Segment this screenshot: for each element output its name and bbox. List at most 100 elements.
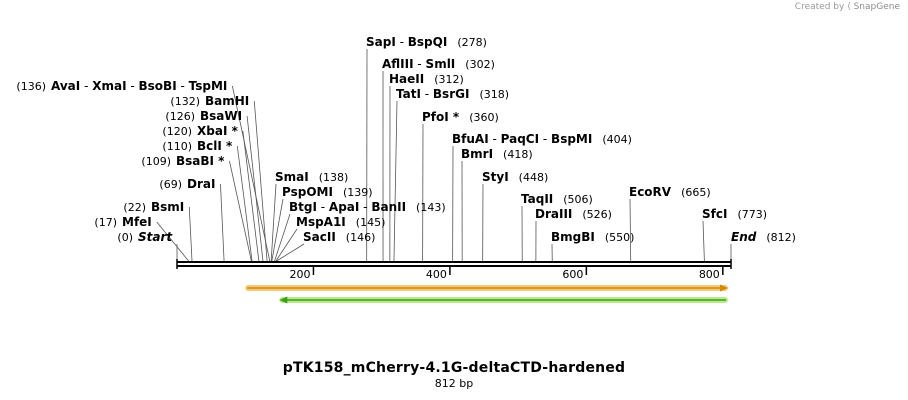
site-ecorv[interactable]: EcoRV (665) [629, 185, 711, 199]
enzyme-name: TaqII [521, 192, 553, 206]
enzyme-separator: - [414, 57, 426, 71]
enzyme-name: SfcI [702, 207, 727, 221]
site-bfuai[interactable]: BfuAI - PaqCI - BspMI (404) [452, 132, 632, 146]
site-enzyme-label: BtgI - ApaI - BanII [289, 200, 406, 214]
site-haeii[interactable]: HaeII (312) [389, 72, 464, 86]
enzyme-name: PspOMI [282, 185, 333, 199]
site-bamhi[interactable]: BamHI (132) [170, 94, 249, 108]
site-draiii[interactable]: DraIII (526) [535, 207, 612, 221]
site-sapi[interactable]: SapI - BspQI (278) [366, 35, 487, 49]
enzyme-name: BmgBI [551, 230, 595, 244]
dna-backbone [176, 259, 732, 269]
site-drai[interactable]: DraI (69) [159, 177, 215, 191]
enzyme-name: ApaI [329, 200, 359, 214]
site-position-label: (550) [605, 231, 635, 244]
enzyme-name: SacII [303, 230, 336, 244]
site-enzyme-label: SapI - BspQI [366, 35, 447, 49]
enzyme-name: BsrGI [433, 87, 470, 101]
enzyme-name: DraIII [535, 207, 572, 221]
enzyme-separator: - [127, 79, 139, 93]
enzyme-name: HaeII [389, 72, 424, 86]
enzyme-name: BamHI [205, 94, 249, 108]
site-sacii[interactable]: SacII (146) [303, 230, 375, 244]
enzyme-separator: - [539, 132, 551, 146]
site-end[interactable]: End (812) [731, 230, 796, 244]
leader-line-site-drai [220, 183, 225, 262]
site-tati[interactable]: TatI - BsrGI (318) [396, 87, 509, 101]
ruler-label-800: 800 [699, 268, 720, 281]
site-position-label: (138) [319, 171, 349, 184]
site-enzyme-label: MspA1I [296, 215, 346, 229]
leader-line-site-mspa1i [275, 228, 298, 262]
site-position-label: (132) [170, 95, 200, 108]
site-mfei[interactable]: MfeI (17) [94, 215, 151, 229]
site-bcli[interactable]: BclI * (110) [162, 139, 233, 153]
site-position-label: (404) [602, 133, 632, 146]
site-bmri[interactable]: BmrI (418) [461, 147, 533, 161]
site-position-label: (773) [737, 208, 767, 221]
plasmid-length: 812 bp [434, 377, 474, 390]
site-enzyme-label: PfoI * [422, 110, 460, 124]
site-leader-lines [156, 48, 732, 262]
site-position-label: (526) [582, 208, 612, 221]
snapgene-watermark: Created by ⟨ SnapGene [795, 2, 900, 12]
enzyme-name: BmrI [461, 147, 493, 161]
enzyme-name: End [731, 230, 757, 244]
enzyme-name: MspA1I [296, 215, 346, 229]
leader-line-site-bamhi [253, 100, 268, 262]
site-position-label: (143) [416, 201, 446, 214]
site-bsmi[interactable]: BsmI (22) [123, 200, 184, 214]
site-position-label: (302) [465, 58, 495, 71]
site-start[interactable]: Start (0) [117, 230, 173, 244]
enzyme-name: TatI [396, 87, 421, 101]
watermark-brand: SnapGene [853, 2, 900, 12]
site-pspomi[interactable]: PspOMI (139) [282, 185, 373, 199]
leader-line-site-bcli [236, 145, 253, 262]
site-smai[interactable]: SmaI (138) [275, 170, 348, 184]
ruler-label-600: 600 [562, 268, 583, 281]
site-bsabi[interactable]: BsaBI * (109) [141, 154, 225, 168]
site-bsawi[interactable]: BsaWI (126) [165, 109, 242, 123]
site-position-label: (109) [141, 155, 171, 168]
enzyme-name: AvaI [51, 79, 80, 93]
site-enzyme-label: BsaWI [200, 109, 242, 123]
enzyme-name: SmlI [426, 57, 456, 71]
site-enzyme-label: DraIII [535, 207, 572, 221]
leader-line-site-xbai [242, 130, 260, 262]
snapgene-logo-icon: ⟨ [847, 2, 851, 12]
site-enzyme-label: BsmI [151, 200, 184, 214]
enzyme-name: StyI [482, 170, 509, 184]
site-sfci[interactable]: SfcI (773) [702, 207, 767, 221]
site-position-label: (126) [165, 110, 195, 123]
site-position-label: (120) [162, 125, 192, 138]
site-position-label: (318) [479, 88, 509, 101]
site-position-label: (665) [681, 186, 711, 199]
site-pfoi[interactable]: PfoI * (360) [422, 110, 499, 124]
site-position-label: (418) [503, 148, 533, 161]
site-enzyme-label: HaeII [389, 72, 424, 86]
site-position-label: (17) [94, 216, 117, 229]
enzyme-name: BsoBI [139, 79, 177, 93]
enzyme-name: SapI [366, 35, 396, 49]
site-mspa1i[interactable]: MspA1I (145) [296, 215, 385, 229]
enzyme-separator: - [177, 79, 189, 93]
bp-ruler: 200 400 600 800 [289, 266, 724, 281]
leader-line-site-pspomi [271, 198, 284, 262]
site-taqii[interactable]: TaqII (506) [521, 192, 593, 206]
site-enzyme-label: SmaI [275, 170, 309, 184]
site-bmgbi[interactable]: BmgBI (550) [551, 230, 634, 244]
site-enzyme-label: SacII [303, 230, 336, 244]
site-position-label: (448) [519, 171, 549, 184]
site-btgi[interactable]: BtgI - ApaI - BanII (143) [289, 200, 446, 214]
leader-line-site-ecorv [629, 198, 632, 262]
site-enzyme-label: XbaI * [197, 124, 239, 138]
enzyme-name: BspMI [551, 132, 592, 146]
site-styi[interactable]: StyI (448) [482, 170, 548, 184]
site-avai[interactable]: AvaI - XmaI - BsoBI - TspMI (136) [16, 79, 227, 93]
site-afliii[interactable]: AflIII - SmlI (302) [382, 57, 495, 71]
leader-line-site-btgi [274, 213, 291, 262]
site-xbai[interactable]: XbaI * (120) [162, 124, 238, 138]
leader-line-site-sacii [276, 243, 305, 262]
site-labels: Start(0)MfeI(17)BsmI(22) DraI(69) BsaBI *(… [16, 35, 796, 244]
site-position-label: (312) [434, 73, 464, 86]
